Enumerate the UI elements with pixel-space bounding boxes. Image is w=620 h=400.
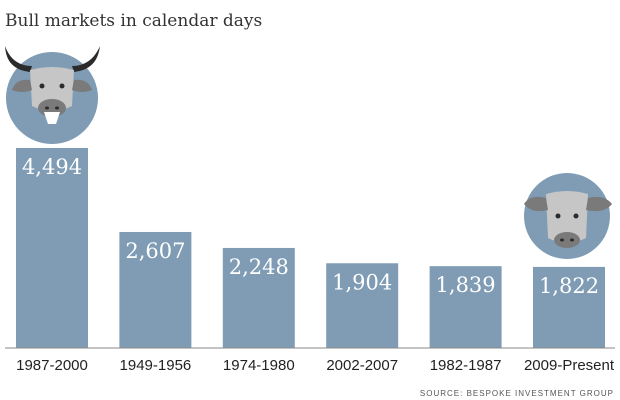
- bull-head-small-icon: [524, 173, 612, 259]
- x-tick-label: 1987-2000: [16, 357, 88, 374]
- bar-value-label: 4,494: [22, 155, 82, 179]
- x-tick-label: 1974-1980: [223, 357, 295, 374]
- x-tick-labels: 1987-2000 1949-1956 1974-1980 2002-2007 1982…: [16, 357, 615, 374]
- bar-value-label: 1,839: [436, 273, 496, 297]
- bar-value-label: 2,607: [125, 239, 185, 263]
- source-note: SOURCE: BESPOKE INVESTMENT GROUP: [420, 389, 614, 398]
- bar-1949-1956: [119, 231, 192, 348]
- x-tick-label: 1982-1987: [430, 357, 502, 374]
- bar-2002-2007: [326, 263, 399, 348]
- bar-value-label: 1,904: [332, 270, 392, 294]
- x-tick-label: 2009-Present: [524, 357, 615, 374]
- bar-1974-1980: [222, 247, 295, 348]
- bar-value-label: 1,822: [539, 274, 599, 298]
- x-tick-label: 2002-2007: [326, 357, 398, 374]
- x-tick-label: 1949-1956: [120, 357, 192, 374]
- chart-title: Bull markets in calendar days: [5, 11, 262, 31]
- bull-head-large-icon: [5, 46, 100, 144]
- bar-value-label: 2,248: [229, 255, 289, 279]
- bar-1987-2000: [16, 148, 88, 348]
- bar-1982-1987: [429, 266, 502, 348]
- bars-group: 4,494 2,607 2,248 1,904 1,839 1,822: [16, 148, 605, 348]
- bar-2009-Present: [533, 266, 605, 348]
